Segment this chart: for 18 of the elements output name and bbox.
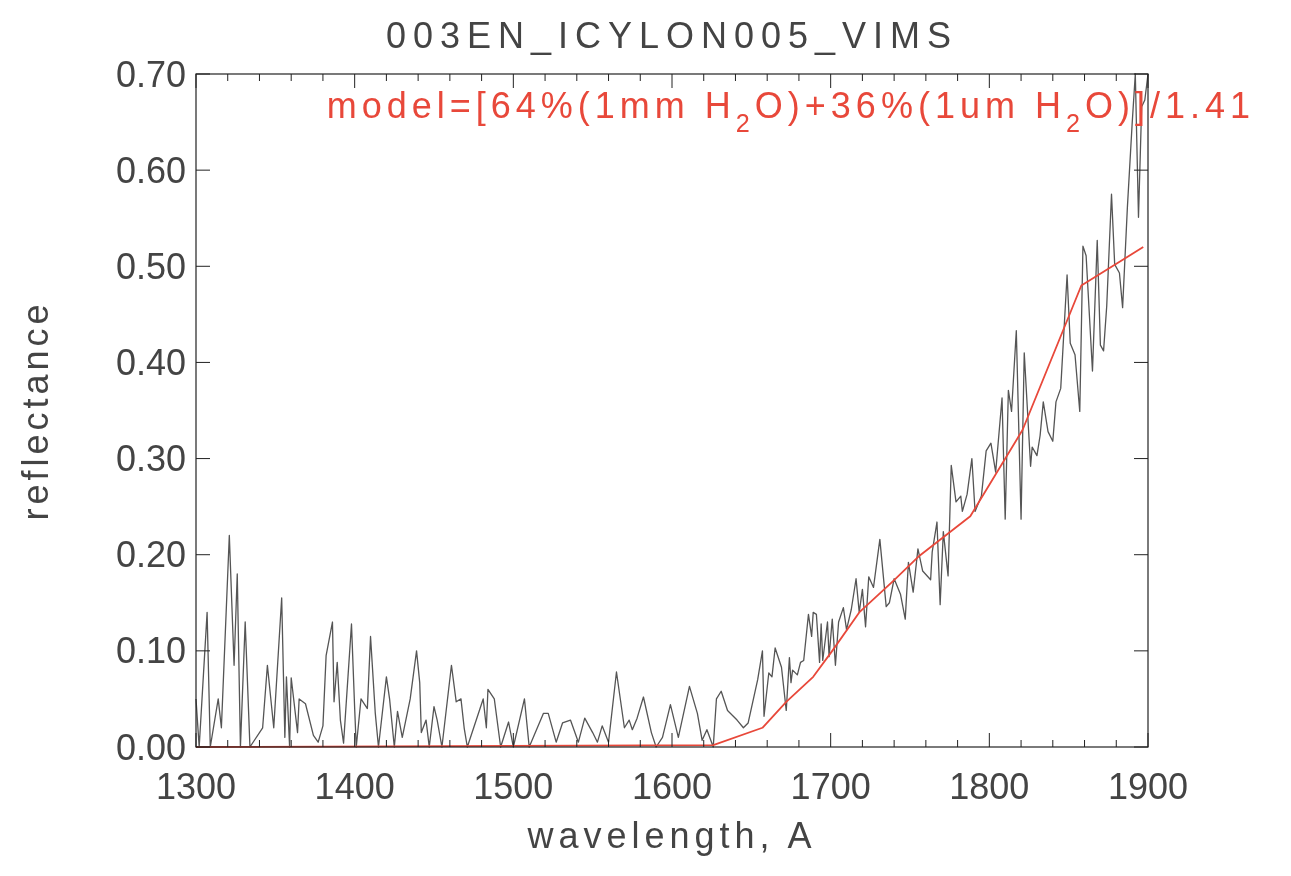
x-tick-label: 1500 (473, 766, 554, 807)
x-axis-title: wavelength, A (526, 815, 817, 856)
y-axis-title: reflectance (15, 300, 56, 521)
y-tick-label: 0.30 (115, 438, 186, 480)
y-tick-label: 0.70 (115, 53, 186, 95)
x-tick-label: 1300 (155, 766, 237, 807)
x-tick-label: 1900 (1107, 766, 1189, 807)
y-tick-label: 0.20 (115, 534, 186, 576)
y-tick-label: 0.10 (115, 630, 186, 672)
y-tick-label: 0.50 (115, 245, 186, 287)
x-tick-label: 1700 (790, 766, 871, 807)
x-tick-label: 1800 (949, 766, 1030, 807)
x-tick-label: 1400 (314, 766, 395, 807)
y-tick-label: 0.40 (115, 342, 186, 384)
chart-title: 003EN_ICYLON005_VIMS (385, 15, 959, 56)
x-tick-label: 1600 (631, 766, 713, 807)
y-tick-label: 0.00 (115, 726, 186, 768)
y-tick-label: 0.60 (115, 149, 186, 191)
